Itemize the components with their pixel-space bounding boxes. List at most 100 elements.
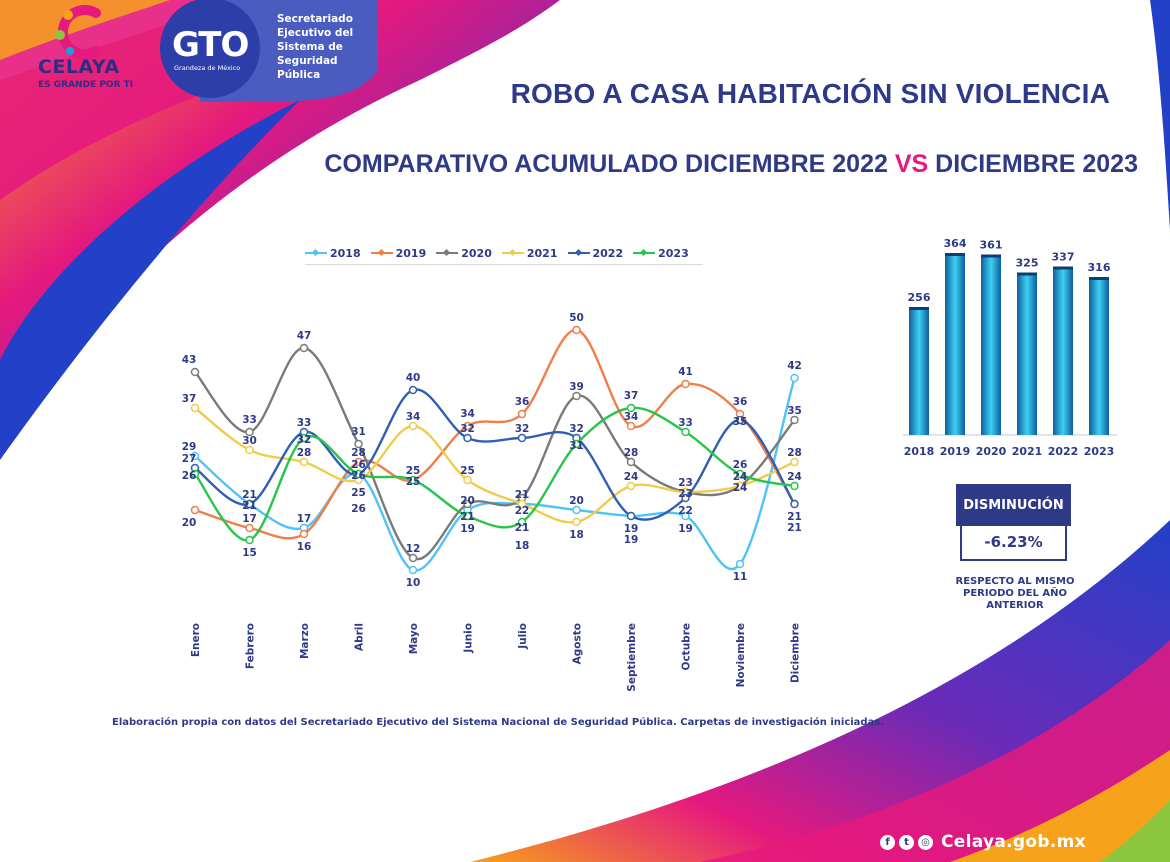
data-label: 34 — [406, 411, 421, 423]
data-point — [790, 415, 799, 425]
data-label: 25 — [406, 476, 421, 488]
data-label: 11 — [733, 571, 748, 583]
facebook-icon[interactable]: f — [880, 834, 895, 850]
legend-swatch-icon — [633, 248, 656, 258]
x-tick-label: Diciembre — [790, 623, 802, 683]
legend-label: 2021 — [526, 246, 558, 260]
data-point — [299, 529, 309, 539]
data-label: 33 — [242, 414, 257, 426]
gto-badge — [160, 0, 378, 102]
data-label: 20 — [569, 495, 584, 507]
subtitle-vs: VS — [894, 150, 929, 178]
gto-logo: GTO — [172, 25, 249, 65]
data-point — [354, 439, 363, 449]
bar-cap — [945, 253, 965, 256]
bar-category-label: 2022 — [1048, 445, 1079, 458]
bar-value-label: 364 — [944, 237, 967, 250]
data-point — [790, 499, 799, 509]
data-point — [681, 493, 690, 503]
data-label: 17 — [297, 513, 312, 525]
data-label: 19 — [678, 523, 693, 535]
data-label: 23 — [678, 488, 693, 500]
data-label: 31 — [569, 440, 584, 452]
data-point — [626, 457, 636, 467]
series-line-2019 — [194, 328, 796, 540]
data-point — [735, 559, 745, 569]
data-label: 21 — [242, 489, 257, 501]
legend-item-2018: 2018 — [305, 247, 361, 260]
x-tick-label: Abril — [354, 623, 366, 651]
x-tick-label: Septiembre — [626, 623, 638, 692]
data-label: 21 — [787, 522, 802, 534]
decrease-box: DISMINUCIÓN -6.23% — [956, 484, 1071, 564]
data-point — [245, 445, 254, 455]
bar-cap — [1053, 266, 1073, 270]
data-label: 26 — [351, 459, 366, 471]
x-tick-label: Noviembre — [735, 623, 747, 687]
data-point — [463, 511, 472, 521]
data-label: 24 — [733, 482, 748, 494]
data-label: 15 — [242, 547, 257, 559]
data-label: 24 — [624, 471, 639, 483]
data-label: 31 — [351, 426, 366, 438]
data-label: 12 — [406, 543, 421, 555]
bar-2020 — [981, 254, 1001, 435]
data-label: 26 — [182, 470, 197, 482]
series-2023 — [190, 403, 799, 545]
data-label: 35 — [787, 405, 802, 417]
data-label: 16 — [297, 541, 312, 553]
data-point — [463, 499, 472, 509]
twitter-icon[interactable]: t — [899, 834, 914, 850]
data-point — [572, 325, 581, 335]
legend-swatch-icon — [436, 248, 459, 258]
data-point — [245, 535, 254, 545]
bar-category-label: 2020 — [976, 445, 1007, 458]
instagram-icon[interactable]: ◎ — [918, 834, 933, 850]
legend-swatch-icon — [501, 248, 524, 258]
data-label: 24 — [787, 471, 802, 483]
data-point — [790, 457, 799, 467]
bar-cap — [1089, 277, 1109, 280]
data-point — [681, 427, 690, 437]
data-point — [517, 517, 527, 527]
data-point — [408, 421, 418, 431]
data-point — [626, 403, 636, 413]
celaya-logo — [10, 5, 150, 97]
data-point — [408, 475, 418, 485]
bar-value-label: 316 — [1088, 261, 1111, 274]
data-label: 28 — [297, 447, 312, 459]
data-label: 20 — [460, 495, 475, 507]
bar-category-label: 2021 — [1012, 445, 1043, 458]
x-tick-label: Agosto — [572, 623, 584, 664]
data-point — [681, 379, 690, 389]
decrease-label: DISMINUCIÓN — [956, 484, 1071, 526]
bar-cap — [981, 254, 1001, 258]
data-label: 33 — [678, 417, 693, 429]
data-label: 35 — [733, 416, 748, 428]
bar-value-label: 325 — [1016, 257, 1039, 270]
bar-cap — [909, 307, 929, 310]
data-point — [354, 457, 363, 467]
bar-2023 — [1089, 277, 1109, 435]
data-label: 28 — [351, 447, 366, 459]
data-point — [408, 565, 418, 575]
data-label: 43 — [182, 354, 197, 366]
data-label: 24 — [733, 471, 748, 483]
data-label: 27 — [182, 453, 197, 465]
data-label: 20 — [182, 517, 197, 529]
data-point — [354, 469, 363, 479]
x-tick-label: Mayo — [408, 623, 420, 654]
site-link[interactable]: Celaya.gob.mx — [941, 832, 1086, 852]
data-label: 25 — [406, 465, 421, 477]
data-label: 21 — [460, 511, 475, 523]
data-point — [790, 481, 799, 491]
legend-item-2022: 2022 — [567, 247, 623, 260]
data-point — [299, 343, 309, 353]
data-label: 34 — [460, 408, 475, 420]
legend-label: 2019 — [395, 246, 427, 260]
data-label: 25 — [460, 465, 475, 477]
monthly-line-chart: 292043372726Enero211733302115Febrero1716… — [182, 312, 802, 692]
celaya-c-icon — [55, 5, 101, 59]
data-point — [572, 505, 581, 515]
line-chart-legend: 2018 2019 2020 2021 2022 2023 — [305, 242, 703, 265]
